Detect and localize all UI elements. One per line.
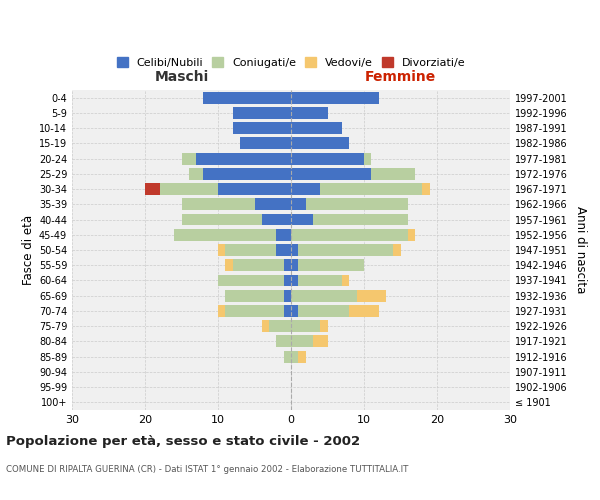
Bar (174, 229, 277, 240)
Bar (291, 350, 298, 362)
Bar (226, 244, 277, 256)
Bar (218, 244, 226, 256)
Text: Maschi: Maschi (154, 70, 209, 84)
Bar (371, 168, 415, 180)
Bar (298, 244, 393, 256)
Bar (284, 274, 291, 286)
Bar (218, 183, 291, 195)
Bar (422, 183, 430, 195)
Bar (342, 274, 349, 286)
Bar (277, 229, 291, 240)
Bar (291, 138, 349, 149)
Bar (291, 305, 298, 317)
Bar (291, 183, 320, 195)
Bar (291, 122, 342, 134)
Bar (291, 320, 320, 332)
Bar (364, 152, 371, 164)
Bar (291, 290, 356, 302)
Bar (233, 122, 291, 134)
Bar (291, 92, 379, 104)
Bar (291, 229, 408, 240)
Bar (291, 152, 364, 164)
Bar (277, 336, 291, 347)
Bar (356, 290, 386, 302)
Bar (291, 198, 305, 210)
Bar (218, 305, 226, 317)
Bar (203, 92, 291, 104)
Y-axis label: Fasce di età: Fasce di età (22, 215, 35, 285)
Bar (233, 107, 291, 119)
Bar (313, 336, 328, 347)
Bar (160, 183, 218, 195)
Bar (291, 274, 298, 286)
Bar (262, 214, 291, 226)
Bar (226, 305, 284, 317)
Bar (313, 214, 408, 226)
Bar (269, 320, 291, 332)
Bar (284, 290, 291, 302)
Bar (145, 183, 160, 195)
Bar (320, 183, 422, 195)
Bar (284, 260, 291, 271)
Bar (277, 244, 291, 256)
Text: Popolazione per età, sesso e stato civile - 2002: Popolazione per età, sesso e stato civil… (6, 435, 360, 448)
Bar (291, 336, 313, 347)
Bar (320, 320, 328, 332)
Bar (298, 305, 349, 317)
Bar (298, 274, 342, 286)
Bar (298, 260, 364, 271)
Bar (233, 260, 284, 271)
Bar (284, 350, 291, 362)
Bar (349, 305, 379, 317)
Y-axis label: Anni di nascita: Anni di nascita (574, 206, 587, 294)
Bar (291, 168, 371, 180)
Bar (393, 244, 401, 256)
Bar (291, 107, 328, 119)
Bar (182, 214, 262, 226)
Bar (226, 290, 284, 302)
Bar (218, 274, 284, 286)
Bar (226, 260, 233, 271)
Text: COMUNE DI RIPALTA GUERINA (CR) - Dati ISTAT 1° gennaio 2002 - Elaborazione TUTTI: COMUNE DI RIPALTA GUERINA (CR) - Dati IS… (6, 465, 409, 474)
Legend: Celibi/Nubili, Coniugati/e, Vedovi/e, Divorziati/e: Celibi/Nubili, Coniugati/e, Vedovi/e, Di… (113, 54, 469, 72)
Text: Femmine: Femmine (365, 70, 436, 84)
Bar (182, 198, 254, 210)
Bar (284, 305, 291, 317)
Bar (182, 152, 196, 164)
Bar (189, 168, 203, 180)
Bar (196, 152, 291, 164)
Bar (291, 260, 298, 271)
Bar (254, 198, 291, 210)
Bar (298, 350, 305, 362)
Bar (305, 198, 408, 210)
Bar (291, 214, 313, 226)
Bar (240, 138, 291, 149)
Bar (262, 320, 269, 332)
Bar (408, 229, 415, 240)
Bar (291, 244, 298, 256)
Bar (203, 168, 291, 180)
